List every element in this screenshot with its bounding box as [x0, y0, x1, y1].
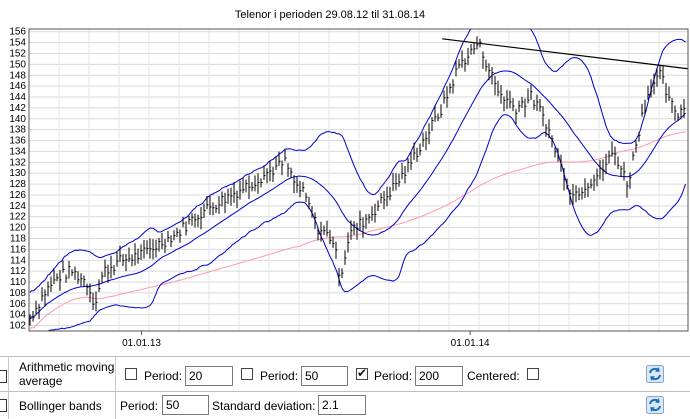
y-tick-label: 118: [10, 233, 26, 244]
series-layer: [29, 28, 689, 332]
y-tick-label: 114: [10, 255, 26, 266]
y-tick-label: 152: [9, 48, 26, 59]
centered-checkbox[interactable]: [527, 368, 539, 380]
y-tick-label: 124: [9, 201, 26, 212]
y-tick-label: 108: [9, 288, 26, 299]
y-tick-label: 126: [9, 190, 26, 201]
bollinger-lower-line: [30, 114, 686, 332]
moving-average-200-line: [29, 131, 686, 330]
y-tick-label: 136: [9, 136, 26, 147]
moving-average-label: Arithmetic moving average: [19, 360, 115, 388]
price-chart: Telenor i perioden 29.08.12 til 31.08.14…: [9, 9, 689, 349]
ma-period-3-input[interactable]: [415, 366, 463, 386]
ma-period-2-input[interactable]: [301, 366, 348, 386]
bollinger-middle-line: [29, 70, 686, 319]
bollinger-label: Bollinger bands: [19, 399, 102, 413]
std-deviation-label: Standard deviation:: [212, 399, 316, 413]
ma-period-3-checkbox[interactable]: [356, 366, 368, 380]
y-tick-label: 150: [9, 59, 26, 70]
y-tick-label: 106: [9, 299, 26, 310]
y-tick-label: 148: [9, 70, 26, 81]
bollinger-row-checkbox[interactable]: [0, 399, 7, 412]
y-tick-label: 138: [9, 125, 26, 136]
moving-average-label-cell: Arithmetic moving average: [8, 357, 116, 391]
plot-frame: [28, 28, 689, 332]
chart-panel: Telenor i perioden 29.08.12 til 31.08.14…: [9, 9, 689, 349]
y-tick-label: 142: [9, 103, 26, 114]
y-tick-label: 112: [10, 266, 26, 277]
ma-period-2-label: Period:: [260, 369, 299, 383]
moving-average-row: Arithmetic moving average Period: Period…: [0, 356, 690, 391]
y-tick-label: 128: [9, 179, 26, 190]
centered-label: Centered:: [467, 369, 520, 383]
y-tick-label: 132: [9, 157, 26, 168]
y-tick-label: 104: [9, 310, 26, 321]
bollinger-label-cell: Bollinger bands: [8, 392, 116, 419]
refresh-icon[interactable]: [646, 396, 664, 414]
y-tick-label: 116: [10, 244, 26, 255]
bb-period-input[interactable]: [162, 395, 209, 415]
y-tick-label: 156: [9, 27, 26, 38]
y-tick-label: 144: [9, 92, 26, 103]
ma-period-1-checkbox[interactable]: [125, 368, 137, 380]
y-tick-label: 140: [9, 114, 26, 125]
bb-period-label: Period:: [120, 399, 159, 413]
y-tick-label: 120: [9, 223, 26, 234]
y-tick-label: 146: [9, 81, 26, 92]
y-tick-label: 122: [9, 212, 26, 223]
ma-period-1-input[interactable]: [185, 366, 233, 386]
y-tick-label: 154: [9, 38, 26, 49]
x-tick-label: 01.01.13: [122, 338, 161, 349]
y-tick-label: 134: [9, 146, 26, 157]
moving-average-row-checkbox[interactable]: [0, 370, 7, 383]
trend-line: [442, 38, 689, 70]
bollinger-upper-line: [29, 28, 686, 293]
bollinger-row: Bollinger bands Period: Standard deviati…: [0, 391, 690, 419]
grid: [28, 29, 688, 331]
ma-period-3-label: Period:: [374, 369, 413, 383]
ma-period-1-label: Period:: [144, 369, 183, 383]
y-tick-label: 102: [9, 321, 26, 332]
y-tick-label: 110: [10, 277, 26, 288]
refresh-icon[interactable]: [646, 365, 664, 383]
bb-std-input[interactable]: [318, 395, 366, 415]
chart-title: Telenor i perioden 29.08.12 til 31.08.14: [235, 9, 425, 21]
y-tick-label: 130: [9, 168, 26, 179]
x-tick-label: 01.01.14: [451, 338, 490, 349]
y-axis: 1021041061081101121141161181201221241261…: [9, 27, 26, 332]
ma-period-2-checkbox[interactable]: [241, 368, 253, 380]
x-axis: 01.01.13 01.01.14: [122, 331, 490, 349]
